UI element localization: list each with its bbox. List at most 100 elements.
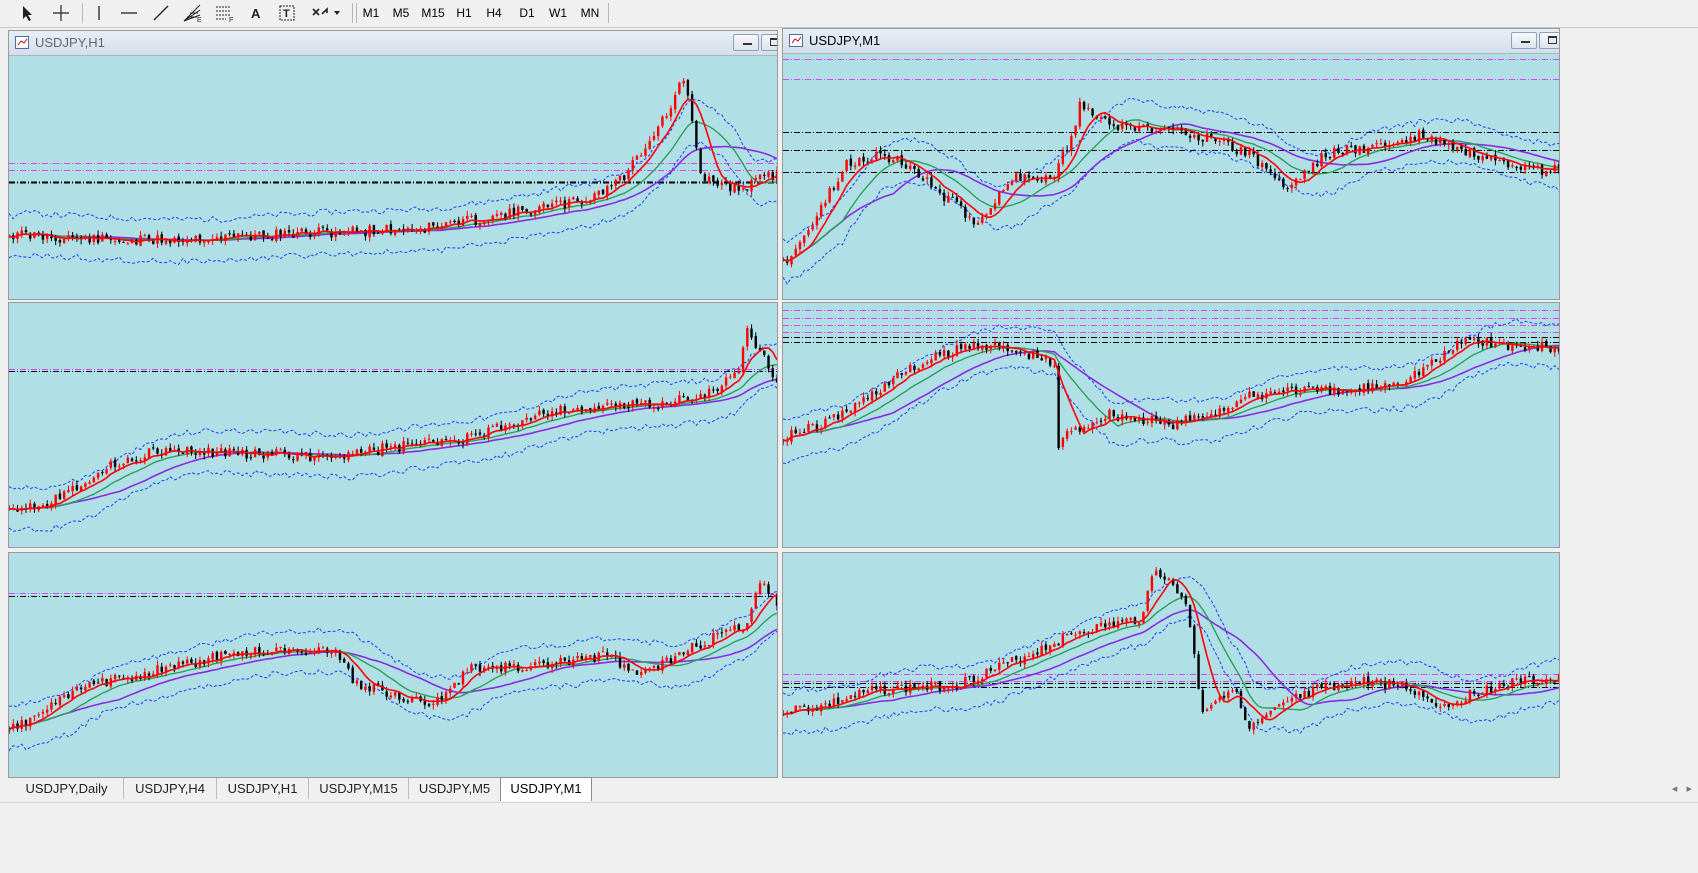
candle-body xyxy=(737,370,741,374)
candle-body xyxy=(824,418,827,429)
candle-body xyxy=(292,459,295,461)
price-chart[interactable] xyxy=(9,553,777,777)
candle-body xyxy=(258,448,261,456)
candle-body xyxy=(338,231,342,234)
timeframe-d1[interactable]: D1 xyxy=(519,6,535,20)
fibonacci-fan-icon[interactable]: E xyxy=(180,2,206,24)
candle-body xyxy=(1460,342,1463,344)
candle-body xyxy=(1265,714,1268,718)
candle-body xyxy=(640,402,643,405)
timeframe-h4[interactable]: H4 xyxy=(486,6,502,20)
candle-body xyxy=(1553,348,1556,353)
candle-body xyxy=(673,656,677,662)
tab-usdjpy-m1[interactable]: USDJPY,M1 xyxy=(500,777,592,801)
fibonacci-retracement-icon[interactable]: F xyxy=(212,2,238,24)
candle-body xyxy=(1379,143,1383,145)
candle-body xyxy=(343,659,346,663)
candle-body xyxy=(292,648,295,650)
candle-body xyxy=(690,94,694,122)
candle-body xyxy=(589,408,592,412)
price-chart[interactable] xyxy=(9,56,777,299)
candle-body xyxy=(661,659,664,671)
text-icon[interactable]: A xyxy=(245,2,267,24)
candle-body xyxy=(955,345,959,356)
candle-body xyxy=(402,699,405,702)
candle-body xyxy=(1078,631,1082,635)
price-chart[interactable] xyxy=(783,54,1559,299)
svg-text:E: E xyxy=(197,17,202,23)
trendline-icon[interactable] xyxy=(150,2,172,24)
price-chart[interactable] xyxy=(783,553,1559,777)
candle-body xyxy=(376,683,380,686)
candle-body xyxy=(576,198,579,203)
candle-body xyxy=(968,676,971,678)
text-label-icon[interactable]: T xyxy=(276,2,298,24)
candle-body xyxy=(1464,149,1467,156)
vertical-line-icon[interactable] xyxy=(88,2,110,24)
chart-window-m1[interactable]: USDJPY,M1 xyxy=(782,28,1560,300)
candle-body xyxy=(1358,682,1361,684)
candle-body xyxy=(1108,622,1111,626)
minimize-button[interactable] xyxy=(1511,32,1537,49)
tab-usdjpy-daily[interactable]: USDJPY,Daily xyxy=(10,778,124,799)
candle-body xyxy=(1248,150,1251,155)
candle-body xyxy=(1396,383,1400,385)
crosshair-icon[interactable] xyxy=(50,2,72,24)
tab-usdjpy-m5[interactable]: USDJPY,M5 xyxy=(409,778,501,799)
chart-window-h4[interactable] xyxy=(782,302,1560,548)
candle-body xyxy=(875,391,878,395)
candle-body xyxy=(546,662,550,668)
tab-usdjpy-h1[interactable]: USDJPY,H1 xyxy=(217,778,309,799)
candle-body xyxy=(126,457,130,464)
chart-window-h1[interactable]: USDJPY,H1 xyxy=(8,30,778,300)
tab-scroll-arrows[interactable]: ◂ ▸ xyxy=(1671,783,1692,795)
price-chart[interactable] xyxy=(783,303,1559,547)
minimize-button[interactable] xyxy=(733,34,759,51)
timeframe-h1[interactable]: H1 xyxy=(456,6,472,20)
candle-body xyxy=(1070,633,1073,635)
candle-body xyxy=(879,150,882,154)
timeframe-m15[interactable]: M15 xyxy=(421,6,445,20)
tab-usdjpy-h4[interactable]: USDJPY,H4 xyxy=(124,778,217,799)
chart-window-m5[interactable] xyxy=(782,552,1560,778)
candle-body xyxy=(925,177,929,179)
candle-body xyxy=(1532,675,1535,684)
chart-window-m15[interactable] xyxy=(8,302,778,548)
candle-body xyxy=(1252,151,1255,155)
arrows-menu-icon[interactable] xyxy=(308,2,342,24)
candle-body xyxy=(794,429,797,434)
candle-body xyxy=(656,408,660,410)
maximize-button[interactable] xyxy=(1539,32,1559,49)
maximize-button[interactable] xyxy=(761,34,777,51)
window-titlebar[interactable]: USDJPY,M1 xyxy=(783,29,1559,54)
tab-usdjpy-m15[interactable]: USDJPY,M15 xyxy=(309,778,409,799)
candle-body xyxy=(550,664,554,669)
candle-body xyxy=(334,231,337,237)
candle-body xyxy=(190,659,193,663)
candle-body xyxy=(1099,622,1103,626)
candle-body xyxy=(538,206,541,213)
price-chart[interactable] xyxy=(9,303,777,547)
candle-body xyxy=(644,148,647,156)
window-titlebar[interactable]: USDJPY,H1 xyxy=(9,31,777,56)
candle-body xyxy=(635,156,639,160)
candle-body xyxy=(741,630,745,633)
timeframe-m5[interactable]: M5 xyxy=(392,6,410,20)
candle-body xyxy=(533,415,537,420)
candle-body xyxy=(152,239,155,245)
candle-body xyxy=(33,503,36,510)
candle-body xyxy=(1460,145,1463,150)
chart-window-daily[interactable] xyxy=(8,552,778,778)
timeframe-mn[interactable]: MN xyxy=(580,6,600,20)
candle-body xyxy=(1222,407,1226,411)
candle-body xyxy=(466,672,469,674)
candle-body xyxy=(845,159,848,172)
timeframe-w1[interactable]: W1 xyxy=(549,6,567,20)
ma-mid xyxy=(783,119,1559,262)
cursor-arrow-icon[interactable] xyxy=(17,2,39,24)
timeframe-m1[interactable]: M1 xyxy=(362,6,380,20)
candle-body xyxy=(1311,162,1315,173)
candle-body xyxy=(976,222,980,225)
candle-body xyxy=(652,135,656,140)
horizontal-line-icon[interactable] xyxy=(118,2,140,24)
